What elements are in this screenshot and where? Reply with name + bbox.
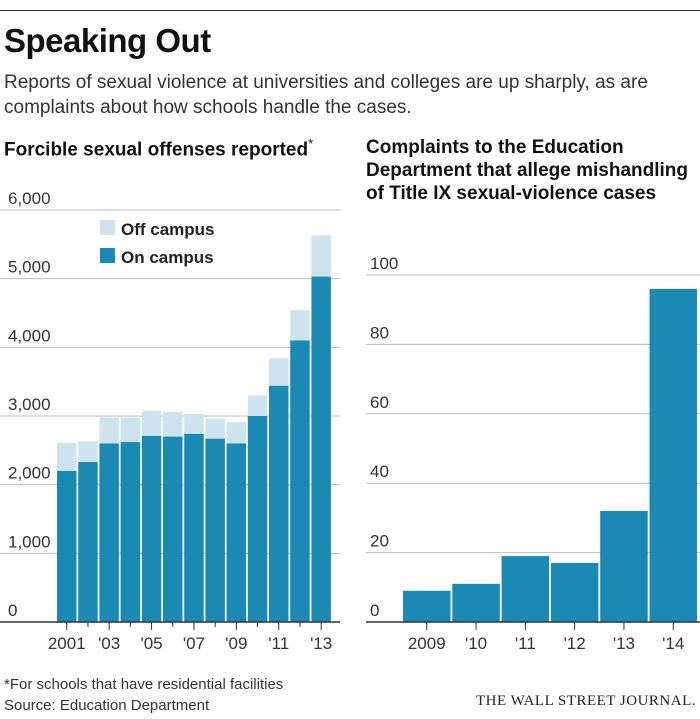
bar-off-campus — [290, 310, 310, 341]
left-x-tick-label: '07 — [183, 634, 205, 653]
bar-complaints — [403, 590, 451, 622]
bar-on-campus — [205, 438, 225, 622]
page-subtitle: Reports of sexual violence at universiti… — [4, 72, 648, 118]
right-y-tick-label: 40 — [370, 462, 389, 481]
right-y-tick-label: 20 — [370, 532, 389, 551]
bar-complaints — [600, 510, 648, 622]
bar-off-campus — [311, 235, 331, 277]
left-x-tick-label: '09 — [225, 634, 247, 653]
bar-off-campus — [57, 442, 77, 471]
legend-label-off-campus: Off campus — [121, 220, 215, 239]
left-y-tick-label: 5,000 — [8, 258, 51, 277]
left-x-tick-label: '03 — [98, 634, 120, 653]
right-x-tick-label: '11 — [515, 634, 536, 653]
right-y-tick-label: 60 — [370, 393, 389, 412]
left-chart-title-text: Forcible sexual offenses reported — [4, 139, 309, 161]
bar-off-campus — [226, 422, 247, 444]
bar-complaints — [452, 583, 500, 622]
left-x-tick-label: 2001 — [48, 634, 86, 653]
right-y-tick-label: 0 — [370, 601, 379, 620]
right-x-tick-label: '13 — [613, 634, 635, 653]
bar-off-campus — [269, 358, 289, 386]
bar-on-campus — [57, 470, 77, 622]
bar-off-campus — [205, 418, 225, 439]
bar-on-campus — [141, 435, 162, 622]
left-y-tick-label: 0 — [8, 601, 17, 620]
bar-off-campus — [163, 411, 183, 437]
bar-on-campus — [163, 436, 183, 622]
bar-complaints — [550, 563, 599, 622]
bar-on-campus — [78, 462, 98, 622]
bar-complaints — [501, 556, 550, 622]
bar-off-campus — [141, 410, 162, 436]
bar-off-campus — [78, 441, 98, 463]
footnote-source: Source: Education Department — [4, 697, 210, 714]
right-x-tick-label: '12 — [564, 634, 586, 653]
right-y-tick-label: 80 — [370, 323, 389, 342]
legend-swatch-off-campus — [100, 220, 115, 235]
right-x-tick-label: '14 — [662, 634, 684, 653]
left-y-tick-label: 2,000 — [8, 464, 51, 483]
bar-complaints — [649, 288, 697, 622]
left-chart-title: Forcible sexual offenses reported* — [4, 136, 313, 161]
left-x-tick-label: '11 — [268, 634, 289, 653]
bar-off-campus — [120, 417, 141, 443]
bar-on-campus — [184, 433, 204, 622]
left-y-tick-label: 1,000 — [8, 532, 51, 551]
left-x-tick-label: '13 — [310, 634, 332, 653]
right-x-tick-label: '10 — [465, 634, 487, 653]
left-y-tick-label: 6,000 — [8, 189, 51, 208]
left-y-tick-label: 4,000 — [8, 326, 51, 345]
bar-off-campus — [184, 413, 204, 434]
page-title: Speaking Out — [4, 22, 211, 59]
top-rule — [0, 10, 700, 11]
legend-swatch-on-campus — [100, 248, 115, 263]
footnote: *For schools that have residential facil… — [4, 674, 283, 716]
publisher-logo: THE WALL STREET JOURNAL. — [475, 693, 696, 709]
footnote-note: *For schools that have residential facil… — [4, 676, 284, 693]
left-y-tick-label: 3,000 — [8, 395, 51, 414]
bar-on-campus — [269, 385, 289, 622]
right-chart-title: Complaints to the Education Department t… — [366, 137, 688, 204]
legend-label-on-campus: On campus — [121, 248, 214, 267]
left-x-tick-label: '05 — [140, 634, 162, 653]
left-chart-title-mark: * — [308, 136, 314, 151]
bar-on-campus — [311, 276, 331, 622]
bar-on-campus — [120, 442, 141, 622]
bar-off-campus — [99, 417, 119, 444]
right-x-tick-label: 2009 — [408, 634, 446, 653]
bar-off-campus — [247, 395, 268, 416]
bar-on-campus — [247, 416, 268, 622]
bar-on-campus — [226, 443, 247, 622]
right-y-tick-label: 100 — [370, 254, 398, 273]
bar-on-campus — [99, 443, 119, 622]
bar-on-campus — [290, 340, 310, 622]
